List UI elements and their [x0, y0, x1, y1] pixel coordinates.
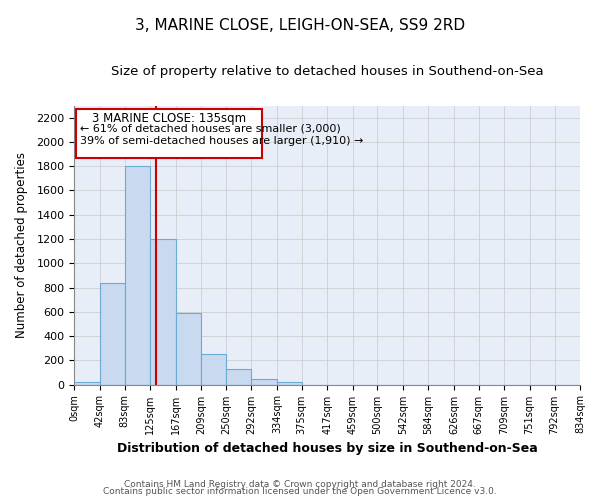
Bar — [125, 166, 150, 384]
Title: Size of property relative to detached houses in Southend-on-Sea: Size of property relative to detached ho… — [111, 65, 544, 78]
Text: Contains HM Land Registry data © Crown copyright and database right 2024.: Contains HM Land Registry data © Crown c… — [124, 480, 476, 489]
Bar — [74, 382, 100, 384]
Bar — [176, 313, 201, 384]
Y-axis label: Number of detached properties: Number of detached properties — [15, 152, 28, 338]
Text: Contains public sector information licensed under the Open Government Licence v3: Contains public sector information licen… — [103, 488, 497, 496]
X-axis label: Distribution of detached houses by size in Southend-on-Sea: Distribution of detached houses by size … — [117, 442, 538, 455]
Bar — [251, 379, 277, 384]
Bar — [100, 282, 125, 384]
Bar — [150, 239, 176, 384]
Bar — [277, 382, 302, 384]
Text: 3 MARINE CLOSE: 135sqm: 3 MARINE CLOSE: 135sqm — [92, 112, 246, 125]
Text: 39% of semi-detached houses are larger (1,910) →: 39% of semi-detached houses are larger (… — [80, 136, 364, 146]
Bar — [201, 354, 226, 384]
Bar — [226, 370, 251, 384]
Text: ← 61% of detached houses are smaller (3,000): ← 61% of detached houses are smaller (3,… — [80, 124, 341, 134]
Text: 3, MARINE CLOSE, LEIGH-ON-SEA, SS9 2RD: 3, MARINE CLOSE, LEIGH-ON-SEA, SS9 2RD — [135, 18, 465, 33]
Bar — [76, 109, 262, 158]
